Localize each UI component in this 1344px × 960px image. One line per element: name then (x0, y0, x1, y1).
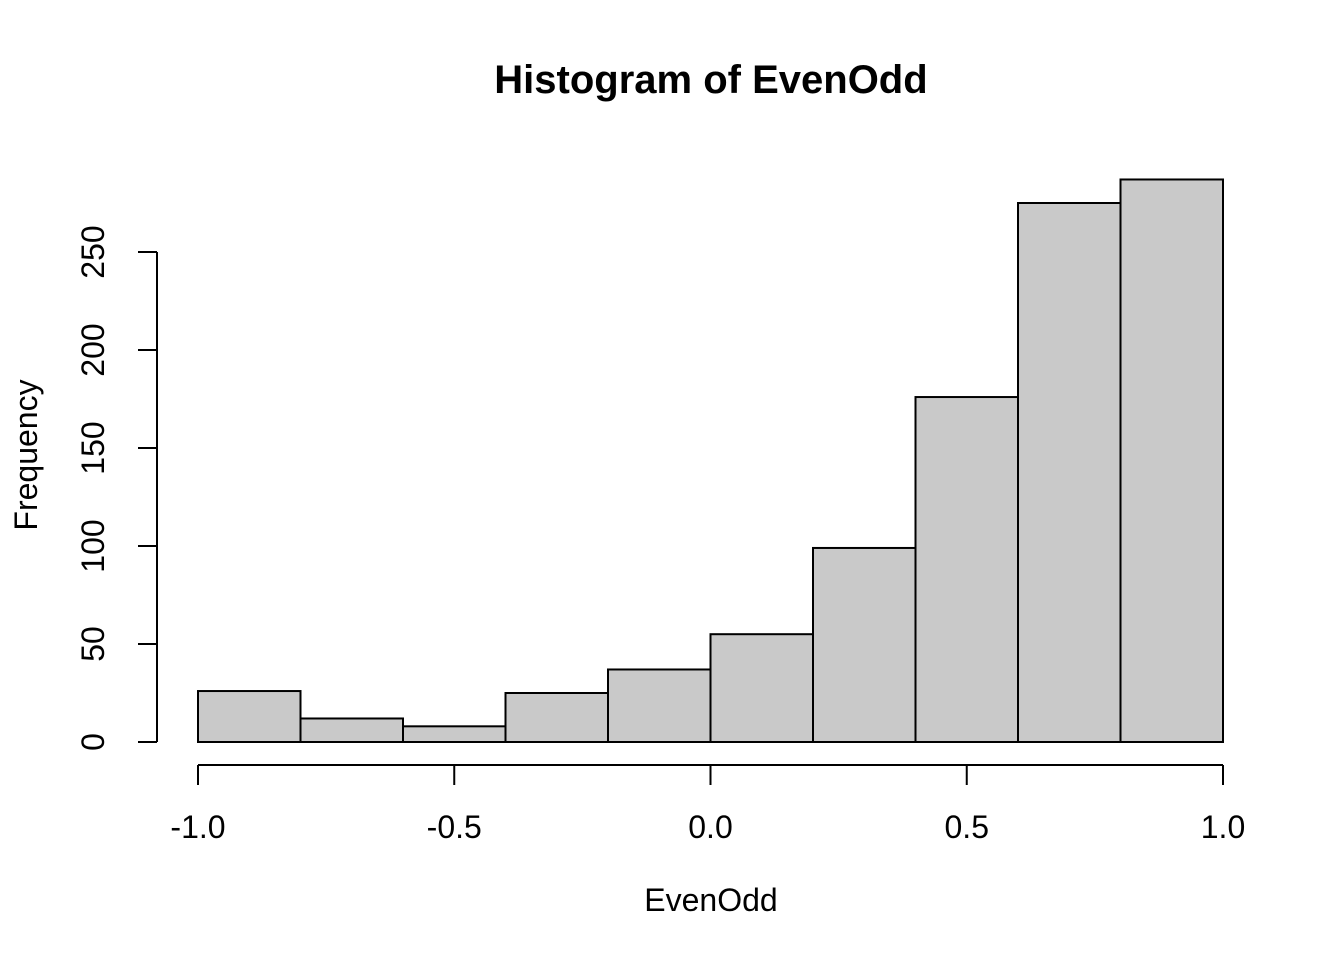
y-tick-label: 50 (75, 626, 111, 662)
histogram-bar (812, 546, 917, 744)
y-tick-label: 0 (75, 733, 111, 751)
chart-title: Histogram of EvenOdd (494, 58, 928, 102)
y-tick-label: 250 (75, 225, 111, 278)
y-tick-label: 200 (75, 323, 111, 376)
histogram-bar (197, 690, 302, 743)
histogram-bar (709, 633, 814, 744)
y-tick-label: 150 (75, 421, 111, 474)
histogram-bar (299, 717, 404, 743)
x-tick-label: -0.5 (427, 809, 482, 845)
y-tick-label: 100 (75, 519, 111, 572)
histogram-bar (402, 725, 507, 744)
x-tick-label: -1.0 (170, 809, 225, 845)
histogram-bar (504, 692, 609, 743)
x-tick-label: 1.0 (1201, 809, 1245, 845)
x-axis-label: EvenOdd (644, 882, 778, 918)
x-tick-label: 0.0 (688, 809, 732, 845)
histogram-bar (607, 668, 712, 743)
histogram-bar (1017, 202, 1122, 743)
histogram-bar (914, 396, 1019, 743)
histogram-bar (1119, 178, 1224, 744)
x-tick-label: 0.5 (945, 809, 989, 845)
